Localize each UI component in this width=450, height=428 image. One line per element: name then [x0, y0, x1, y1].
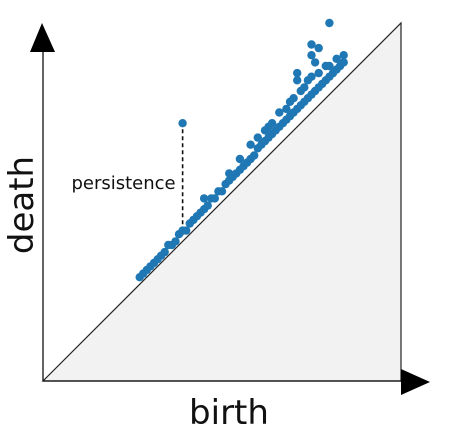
data-point	[160, 247, 169, 257]
data-point	[314, 68, 323, 78]
data-point	[199, 194, 209, 203]
data-point	[307, 72, 316, 81]
points-layer	[135, 18, 348, 282]
data-point	[246, 140, 255, 149]
data-point	[307, 51, 316, 60]
data-point	[275, 108, 284, 117]
data-point	[293, 76, 302, 85]
data-point	[250, 151, 259, 160]
data-point	[300, 83, 309, 92]
data-point	[282, 104, 291, 114]
data-point	[217, 187, 227, 196]
data-point	[253, 133, 262, 142]
x-axis-arrowhead	[401, 369, 430, 395]
diagonal-half-plane	[41, 21, 402, 382]
data-point	[182, 226, 191, 235]
data-point	[210, 194, 219, 203]
data-point	[325, 61, 334, 71]
data-point	[203, 201, 212, 210]
persistence-annotation: persistence	[71, 173, 175, 194]
data-point	[314, 43, 323, 53]
data-point	[332, 54, 341, 63]
data-point	[267, 119, 277, 128]
data-point	[293, 68, 302, 78]
outlier-point	[178, 119, 187, 128]
data-point	[235, 154, 245, 164]
y-axis-arrowhead	[30, 23, 55, 52]
y-axis-title: death	[2, 156, 42, 254]
x-axis-title: birth	[189, 393, 269, 428]
data-point	[339, 51, 348, 60]
data-point	[225, 169, 234, 178]
data-point	[307, 40, 316, 49]
data-point	[310, 58, 320, 67]
data-point	[289, 94, 298, 103]
data-point	[339, 58, 348, 67]
data-point	[171, 237, 180, 246]
data-point	[325, 18, 334, 28]
